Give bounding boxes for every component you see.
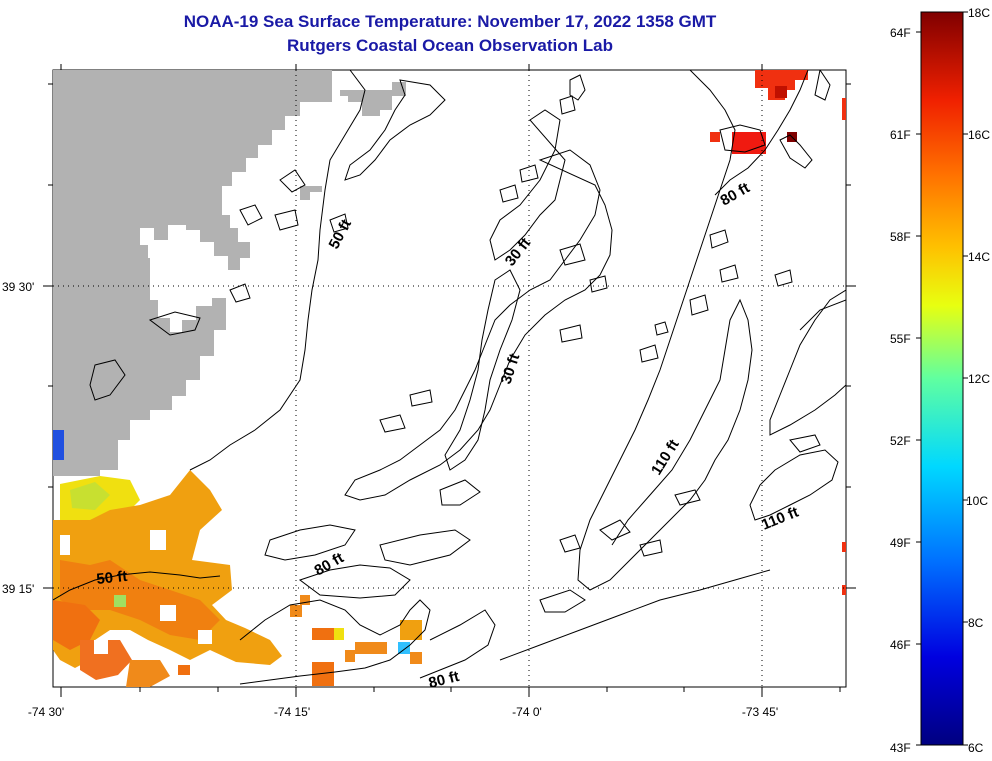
y-tick-label: 39 30' — [2, 280, 34, 294]
colorbar-label-c: 14C — [968, 250, 990, 264]
colorbar-label-f: 49F — [890, 536, 911, 550]
colorbar-label-f: 61F — [890, 128, 911, 142]
colorbar-label-c: 12C — [968, 372, 990, 386]
graticule — [53, 70, 846, 687]
colorbar-label-f: 64F — [890, 26, 911, 40]
colorbar-label-f: 55F — [890, 332, 911, 346]
bathymetry-contours — [53, 70, 846, 685]
colorbar-label-c: 16C — [968, 128, 990, 142]
colorbar-label-f: 46F — [890, 638, 911, 652]
colorbar-label-c: 6C — [968, 741, 984, 755]
colorbar-label-f: 43F — [890, 741, 911, 755]
x-tick-label: -74 15' — [274, 705, 310, 719]
colorbar-fahrenheit-labels: 64F 61F 58F 55F 52F 49F 46F 43F — [890, 26, 911, 755]
x-tick-label: -74 30' — [28, 705, 64, 719]
colorbar-label-f: 52F — [890, 434, 911, 448]
map-subtitle: Rutgers Coastal Ocean Observation Lab — [287, 36, 613, 55]
colorbar-label-c: 8C — [968, 616, 984, 630]
sst-pixels-southwest — [53, 470, 422, 687]
colorbar-ticks — [916, 11, 968, 746]
colorbar-label-c: 18C — [968, 6, 990, 20]
y-tick-label: 39 15' — [2, 582, 34, 596]
land-islands — [98, 82, 406, 380]
sst-cold-patch — [53, 430, 64, 460]
land-mass — [53, 70, 332, 476]
colorbar-celsius-labels: 18C 16C 14C 12C 10C 8C 6C — [966, 6, 990, 755]
x-tick-label: -74 0' — [512, 705, 542, 719]
colorbar-label-f: 58F — [890, 230, 911, 244]
axis-ticks — [43, 64, 856, 697]
contour-label: 80 ft — [427, 668, 461, 692]
colorbar-label-c: 10C — [966, 494, 988, 508]
x-tick-label: -73 45' — [742, 705, 778, 719]
map-title: NOAA-19 Sea Surface Temperature: Novembe… — [183, 12, 717, 31]
contour-label: 50 ft — [96, 568, 128, 588]
colorbar — [920, 11, 964, 746]
